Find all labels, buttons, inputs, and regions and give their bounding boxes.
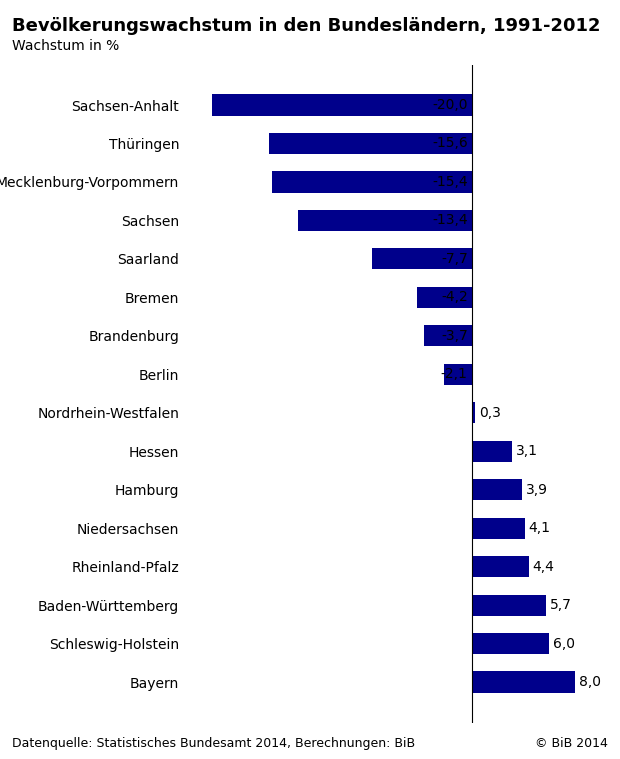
Bar — [423, 326, 472, 346]
Bar — [371, 248, 472, 269]
Bar — [445, 364, 472, 385]
Text: 3,1: 3,1 — [516, 444, 538, 458]
Bar — [472, 402, 476, 424]
Bar — [269, 133, 472, 154]
Text: -13,4: -13,4 — [432, 213, 467, 228]
Text: -15,6: -15,6 — [432, 137, 467, 150]
Text: -15,4: -15,4 — [432, 175, 467, 189]
Bar — [472, 518, 525, 539]
Text: 4,4: 4,4 — [533, 559, 554, 574]
Bar — [472, 594, 546, 616]
Bar — [472, 479, 522, 500]
Bar — [472, 633, 549, 654]
Bar — [212, 94, 472, 115]
Text: -7,7: -7,7 — [441, 252, 467, 266]
Text: Wachstum in %: Wachstum in % — [12, 39, 120, 53]
Bar — [472, 441, 512, 461]
Text: 8,0: 8,0 — [579, 675, 601, 689]
Text: Bevölkerungswachstum in den Bundesländern, 1991-2012: Bevölkerungswachstum in den Bundesländer… — [12, 17, 601, 36]
Text: 3,9: 3,9 — [526, 483, 548, 496]
Bar — [472, 556, 529, 578]
Text: © BiB 2014: © BiB 2014 — [534, 737, 608, 750]
Text: -4,2: -4,2 — [441, 291, 467, 304]
Bar — [298, 209, 472, 231]
Text: -2,1: -2,1 — [441, 367, 467, 381]
Bar — [472, 672, 575, 693]
Text: 5,7: 5,7 — [549, 598, 572, 613]
Text: -20,0: -20,0 — [432, 98, 467, 112]
Text: 0,3: 0,3 — [479, 406, 501, 420]
Text: Datenquelle: Statistisches Bundesamt 2014, Berechnungen: BiB: Datenquelle: Statistisches Bundesamt 201… — [12, 737, 415, 750]
Text: 6,0: 6,0 — [554, 637, 575, 650]
Bar — [417, 287, 472, 308]
Bar — [272, 172, 472, 193]
Text: -3,7: -3,7 — [441, 329, 467, 343]
Text: 4,1: 4,1 — [529, 521, 551, 535]
